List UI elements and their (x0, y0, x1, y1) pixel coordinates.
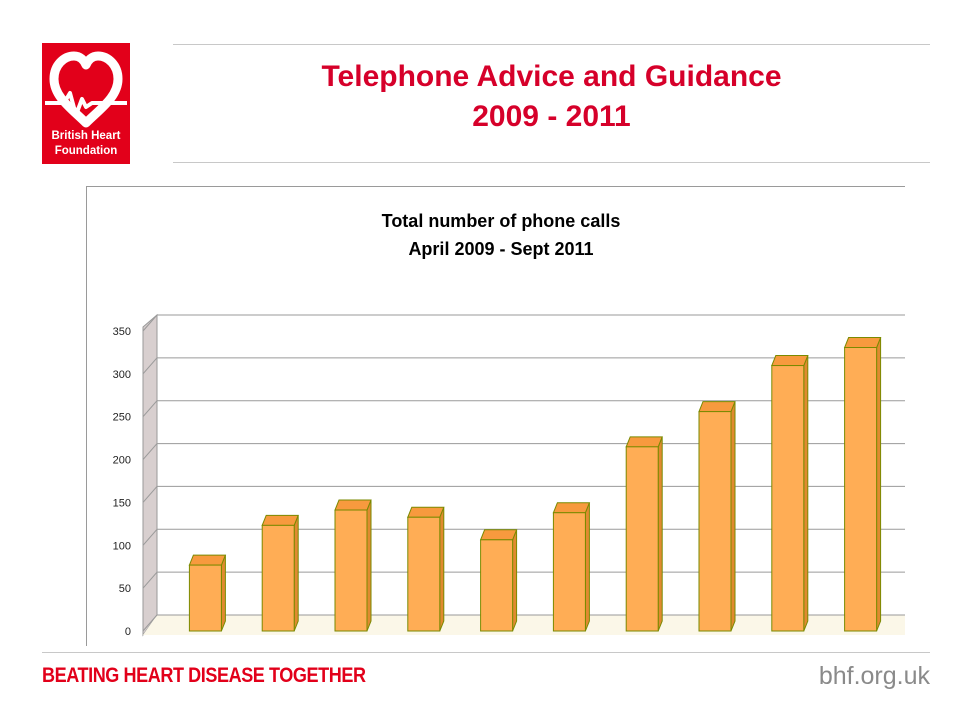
y-tick-label: 50 (119, 583, 131, 595)
bar-side (439, 507, 445, 632)
bar-side (366, 499, 372, 632)
logo-text-line1: British Heart (51, 130, 121, 142)
chart-subtitle: April 2009 - Sept 2011 (408, 239, 593, 259)
footer-site: bhf.org.uk (818, 662, 930, 690)
header-rule-top (173, 44, 930, 45)
y-tick-label: 350 (113, 326, 131, 338)
bar-side (803, 355, 809, 632)
bhf-logo: British Heart Foundation (42, 43, 130, 164)
bar-chart: Total number of phone calls April 2009 - … (113, 211, 905, 638)
bar (552, 512, 586, 632)
slide-title-line1: Telephone Advice and Guidance (321, 60, 782, 93)
bar-top (188, 554, 227, 566)
bar-top (407, 506, 445, 518)
bar-side (220, 554, 226, 632)
chart-side-wall (142, 313, 158, 637)
y-tick-label: 300 (113, 369, 131, 381)
bar-top (479, 529, 518, 541)
bar-side (657, 436, 663, 632)
bar (480, 539, 514, 632)
header-rule-bottom (173, 162, 930, 163)
bar-side (293, 515, 299, 632)
logo-text-line2: Foundation (54, 145, 118, 157)
slide-title: Telephone Advice and Guidance 2009 - 201… (173, 57, 930, 137)
footer-rule (42, 652, 930, 653)
bar (334, 509, 368, 632)
gridline-depth (142, 357, 158, 375)
y-tick-label: 150 (113, 497, 131, 509)
chart-title: Total number of phone calls (382, 211, 621, 231)
bar-side (512, 529, 518, 632)
bar (698, 411, 732, 632)
bar-top (771, 355, 809, 367)
y-tick-label: 100 (113, 540, 131, 552)
y-tick-label: 200 (113, 455, 131, 467)
bar (261, 524, 295, 632)
bar (407, 516, 441, 632)
bar-top (261, 514, 299, 526)
footer-tagline: BEATING HEART DISEASE TOGETHER (42, 664, 366, 687)
gridline-depth (142, 443, 158, 460)
bar-top (334, 499, 372, 511)
gridline-depth (142, 614, 158, 632)
bar (188, 564, 222, 632)
bar-top (625, 436, 663, 448)
bar (844, 347, 878, 632)
gridline-depth (142, 486, 158, 503)
heart-pulse-icon (45, 51, 127, 128)
gridline-depth (142, 571, 158, 589)
bar-side (584, 502, 590, 632)
bar-top (552, 502, 591, 514)
bar-top (698, 401, 736, 413)
bar-side (730, 401, 736, 632)
slide-title-line2: 2009 - 2011 (472, 100, 631, 133)
chart-frame: Total number of phone calls April 2009 - … (86, 186, 905, 646)
gridline-depth (142, 314, 158, 332)
bar (771, 365, 805, 632)
bar-top (843, 337, 882, 349)
y-tick-label: 250 (113, 412, 131, 424)
gridline-depth (142, 400, 158, 418)
gridline-depth (142, 528, 158, 546)
bar (625, 446, 659, 632)
y-tick-label: 0 (125, 626, 131, 638)
bar-side (876, 337, 882, 632)
